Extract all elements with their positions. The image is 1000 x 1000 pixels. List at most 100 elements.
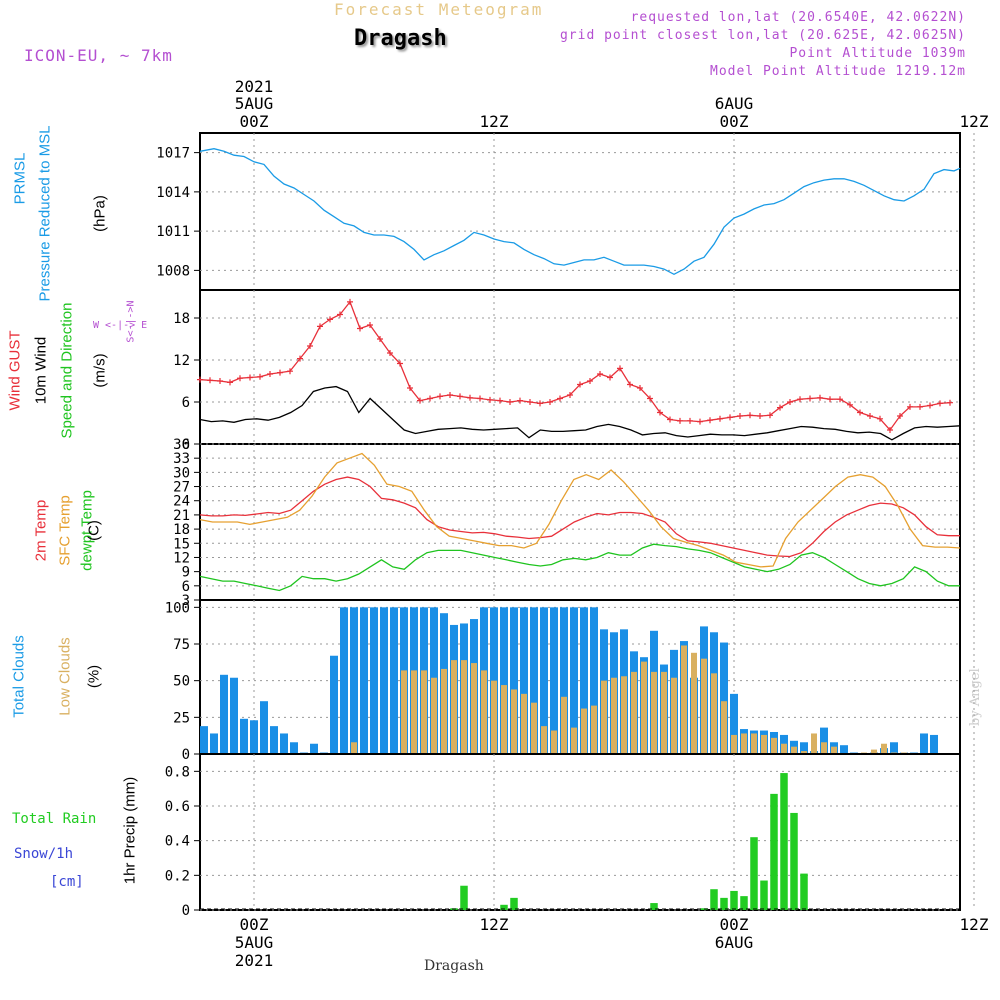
gust-marker — [667, 416, 673, 423]
rain-bar — [460, 885, 468, 910]
gust-marker — [337, 311, 343, 318]
gust-marker — [727, 414, 733, 421]
gust-marker — [837, 396, 843, 403]
bottom-date-label-0: 5AUG — [235, 933, 274, 952]
precip-ytick-label-3: 0.6 — [165, 799, 190, 815]
rain-bar — [750, 837, 758, 910]
gust-marker — [547, 399, 553, 405]
total-cloud-bar — [820, 727, 828, 754]
model-altitude: Model Point Altitude 1219.12m — [710, 64, 966, 79]
compass-we: W <-|-> E — [93, 320, 148, 331]
pressure-ytick-label-0: 1008 — [156, 263, 190, 279]
low-cloud-bar — [601, 680, 607, 754]
low-cloud-bar — [831, 746, 837, 754]
gust-marker — [557, 395, 563, 402]
gust-marker — [417, 397, 423, 404]
bottom-tick-label-2: 00Z — [720, 915, 749, 934]
gust-marker — [877, 415, 883, 422]
gust-marker — [247, 374, 253, 381]
top-tick-label-0: 00Z — [240, 112, 269, 131]
rain-bar — [710, 889, 718, 910]
precip-frame — [199, 753, 961, 911]
low-cloud-bar — [581, 708, 587, 754]
wind-ytick-label-1: 6 — [182, 395, 190, 411]
low-cloud-bar — [481, 670, 487, 754]
gust-marker — [677, 417, 683, 424]
low-cloud-bar — [531, 702, 537, 754]
wind-gust-line — [199, 300, 951, 432]
clouds-ytick-label-0: 0 — [182, 747, 190, 763]
gust-marker — [197, 376, 203, 383]
total-cloud-bar — [250, 720, 258, 754]
gust-marker — [587, 378, 593, 384]
total-cloud-bar — [240, 718, 248, 754]
gust-marker — [937, 400, 943, 407]
top-year-label: 2021 — [235, 77, 274, 96]
low-cloud-bar — [761, 734, 767, 754]
grid-coords: grid point closest lon,lat (20.625E, 42.… — [559, 28, 966, 43]
gust-marker — [947, 399, 953, 406]
low-cloud-bar — [351, 742, 357, 754]
gust-marker — [757, 413, 763, 419]
total-cloud-bar — [360, 607, 368, 754]
dewpt-line — [199, 543, 960, 592]
rain-bar — [730, 890, 738, 910]
total-cloud-bar — [520, 607, 528, 754]
total-cloud-bar — [220, 674, 228, 754]
gust-marker — [627, 381, 633, 388]
total-cloud-bar — [560, 607, 568, 754]
low-cloud-bar — [771, 737, 777, 754]
total-cloud-bar — [310, 743, 318, 754]
model-label: ICON-EU, ~ 7km — [24, 46, 173, 65]
gust-marker — [367, 322, 373, 328]
low-cloud-bar — [621, 676, 627, 754]
gust-marker — [617, 365, 623, 372]
clouds-ytick-label-3: 75 — [173, 637, 190, 653]
wind-speed-line — [199, 385, 961, 441]
gust-marker — [797, 396, 803, 403]
gust-marker — [517, 397, 523, 404]
gust-marker — [257, 373, 263, 380]
low-cloud-bar — [511, 689, 517, 754]
low-cloud-bar — [821, 742, 827, 754]
total-cloud-bar — [590, 607, 598, 754]
low-cloud-bar — [721, 701, 727, 754]
bottom-year-label: 2021 — [235, 951, 274, 970]
low-cloud-bar — [521, 693, 527, 754]
gust-marker — [707, 417, 713, 424]
rain-bar — [510, 897, 518, 910]
rain-bar — [500, 904, 508, 910]
total-cloud-bar — [290, 742, 298, 754]
gust-marker — [237, 375, 243, 382]
rain-bar — [780, 773, 788, 910]
wind-ytick-label-3: 18 — [173, 311, 190, 327]
low-cloud-bar — [631, 671, 637, 754]
gust-marker — [277, 369, 283, 376]
gust-marker — [787, 399, 793, 405]
clouds-ytick-label-4: 100 — [165, 600, 190, 616]
sfc-temp-line — [199, 452, 961, 568]
precip-ytick-label-0: 0 — [182, 903, 190, 919]
gust-marker — [777, 404, 783, 411]
low-cloud-bar — [551, 730, 557, 754]
low-cloud-bar — [791, 746, 797, 754]
low-cloud-bar — [711, 673, 717, 754]
low-cloud-bar — [541, 726, 547, 754]
gust-marker — [847, 401, 853, 408]
low-cloud-bar — [741, 733, 747, 754]
low-cloud-bar — [451, 660, 457, 754]
gust-marker — [927, 402, 933, 409]
total-cloud-bar — [570, 607, 578, 754]
gust-marker — [487, 396, 493, 403]
gust-marker — [457, 393, 463, 400]
gust-marker — [697, 418, 703, 425]
rain-bar — [760, 880, 768, 910]
rain-bar — [770, 793, 778, 910]
gust-marker — [357, 325, 363, 332]
temp-ytick-label-4: 15 — [173, 536, 190, 552]
total-cloud-bar — [350, 607, 358, 754]
low-cloud-bar — [751, 733, 757, 754]
total-cloud-bar — [330, 655, 338, 754]
gust-marker — [317, 323, 323, 330]
